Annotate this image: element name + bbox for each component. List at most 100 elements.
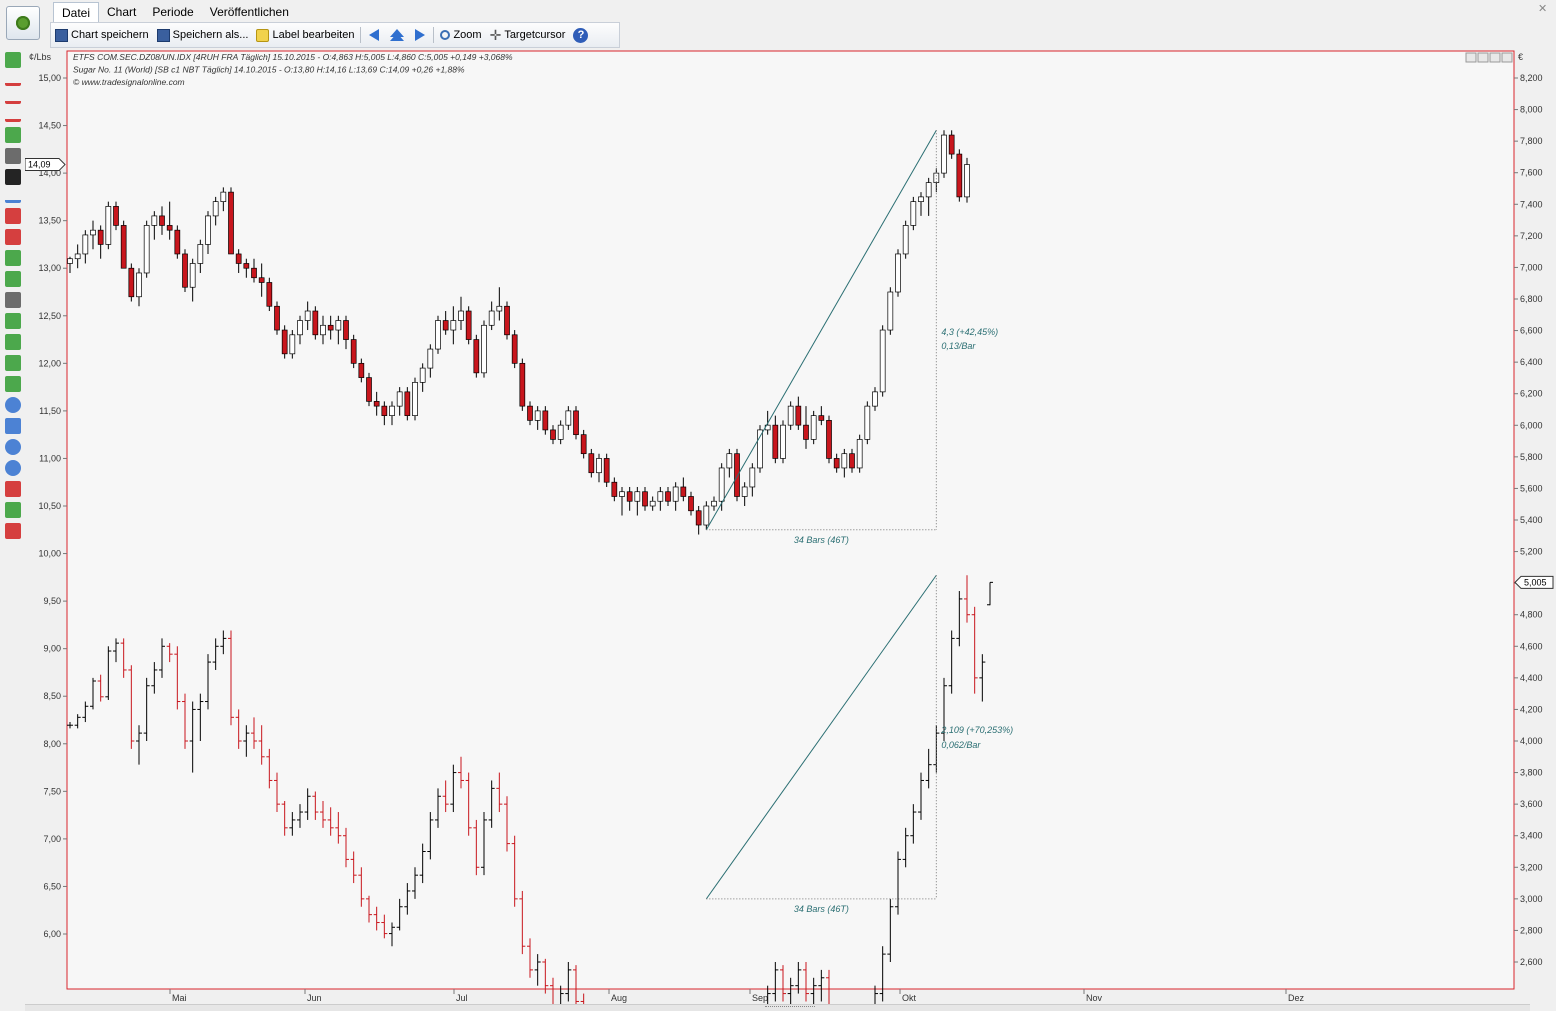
candle-body — [826, 420, 832, 459]
candle-body — [189, 263, 196, 288]
save-as-button[interactable]: Speichern als... — [153, 25, 253, 45]
scroll-thumb[interactable] — [765, 1006, 815, 1010]
right-axis-tick-label: 7,400 — [1520, 199, 1543, 209]
arrow-icon[interactable] — [5, 376, 21, 392]
scroll-left-button[interactable] — [363, 25, 385, 45]
target-cursor-button[interactable]: ✛ Targetcursor — [486, 25, 570, 45]
candle-body — [82, 234, 89, 255]
left-axis-tick-label: 8,50 — [43, 691, 61, 701]
menu-chart[interactable]: Chart — [107, 5, 137, 19]
arc-icon[interactable] — [5, 355, 21, 371]
save-as-label: Speichern als... — [172, 29, 249, 41]
candle-body — [925, 182, 932, 198]
magnet-icon[interactable] — [5, 481, 21, 497]
text-label-icon[interactable] — [5, 169, 21, 185]
delete-icon[interactable] — [5, 523, 21, 539]
save-chart-button[interactable]: Chart speichern — [51, 25, 153, 45]
right-axis-tick-label: 7,800 — [1520, 136, 1543, 146]
candle-body — [856, 439, 863, 469]
half-circle-icon[interactable] — [5, 460, 21, 476]
candle-body — [427, 348, 434, 369]
candle-body — [596, 458, 602, 474]
candle-body — [780, 424, 786, 459]
candle-body — [665, 491, 671, 502]
candle-body — [174, 229, 181, 255]
left-axis-tick-label: 14,00 — [38, 168, 61, 178]
last-value-right-label: 5,005 — [1524, 577, 1547, 587]
candle-body — [573, 410, 579, 436]
candle-body — [879, 329, 886, 393]
candle-body — [220, 191, 227, 202]
candle-body — [97, 229, 104, 245]
rectangle-icon[interactable] — [5, 418, 21, 434]
last-value-left-badge — [24, 158, 66, 172]
candle-body — [90, 229, 96, 236]
fibonacci-icon[interactable] — [5, 127, 21, 143]
price-chart[interactable]: 15,00 14,50 14,00 13,50 13,00 12,50 12,00 11,50… — [24, 48, 1556, 1011]
candle-body — [580, 434, 587, 455]
candle-body — [519, 362, 526, 407]
horizontal-scrollbar[interactable] — [25, 1004, 1530, 1011]
left-axis-tick-label: 7,00 — [43, 834, 61, 844]
candle-body — [895, 253, 901, 293]
menu-datei[interactable]: Datei — [53, 2, 100, 23]
candle-body — [902, 225, 909, 255]
candle-body — [197, 244, 204, 264]
right-axis-tick-label: 8,000 — [1520, 105, 1543, 115]
left-axis-tick-label: 13,50 — [38, 216, 61, 226]
candle-body — [703, 505, 710, 526]
menu-periode[interactable]: Periode — [152, 5, 194, 19]
zoom-button[interactable]: Zoom — [436, 25, 485, 45]
candle-body — [964, 164, 970, 198]
candle-body — [396, 391, 403, 407]
candle-body — [956, 153, 963, 198]
vertical-line-icon[interactable] — [5, 190, 21, 203]
app-logo[interactable] — [6, 6, 40, 40]
candle-body — [933, 172, 940, 183]
candle-body — [143, 225, 150, 274]
toggle-icon[interactable] — [5, 502, 21, 518]
triangle-icon[interactable] — [5, 334, 21, 350]
candle-body — [182, 253, 188, 288]
candle-body — [849, 453, 855, 469]
help-button[interactable]: ? — [569, 25, 592, 45]
candle-body — [818, 415, 825, 421]
candle-body — [166, 225, 173, 231]
stopwatch-icon[interactable] — [5, 292, 21, 308]
arrow-up-right-icon[interactable] — [5, 52, 21, 68]
menu-veroeffentlichen[interactable]: Veröffentlichen — [209, 5, 289, 19]
chart-window-button — [1477, 52, 1489, 63]
right-axis-tick-label: 3,800 — [1520, 768, 1543, 778]
candle-body — [412, 382, 418, 416]
legend-entry: Sugar No. 11 (World) [SB c1 NBT Täglich]… — [73, 65, 465, 75]
measure-bars-label-top: 34 Bars (46T) — [794, 535, 849, 545]
candle-body — [603, 458, 610, 483]
chart-legend: ETFS COM.SEC.DZ08/UN.IDX [4RUH FRA Tägli… — [73, 52, 513, 87]
horizontal-line-icon[interactable] — [5, 109, 21, 122]
channel-icon[interactable] — [5, 229, 21, 245]
scroll-right-button[interactable] — [409, 25, 431, 45]
candle-body — [105, 206, 112, 245]
close-icon[interactable]: ✕ — [1538, 3, 1548, 15]
trend-tool-icon[interactable] — [5, 250, 21, 266]
x-axis-label: Sep — [752, 993, 768, 1003]
trend-measure-line-bottom — [705, 574, 937, 900]
parallel-lines-icon[interactable] — [5, 91, 21, 104]
candle-body — [787, 405, 794, 426]
candle-body — [649, 500, 656, 507]
line-icon[interactable] — [5, 73, 21, 86]
legend-entry: © www.tradesignalonline.com — [73, 77, 185, 87]
crossed-lines-icon[interactable] — [5, 208, 21, 224]
left-axis-tick-label: 11,00 — [39, 453, 61, 463]
left-axis-tick-label: 9,50 — [43, 596, 61, 606]
pencil-icon[interactable] — [5, 148, 21, 164]
scroll-home-button[interactable] — [385, 25, 409, 45]
grid-icon[interactable] — [5, 313, 21, 329]
chart-area: 15,00 14,50 14,00 13,50 13,00 12,50 12,00 11,50… — [24, 48, 1556, 1011]
regression-icon[interactable] — [5, 271, 21, 287]
edit-label-button[interactable]: Label bearbeiten — [252, 25, 358, 45]
candle-body — [258, 277, 265, 283]
candle-body — [366, 377, 372, 402]
circle-icon[interactable] — [5, 439, 21, 455]
ellipse-icon[interactable] — [5, 397, 21, 413]
